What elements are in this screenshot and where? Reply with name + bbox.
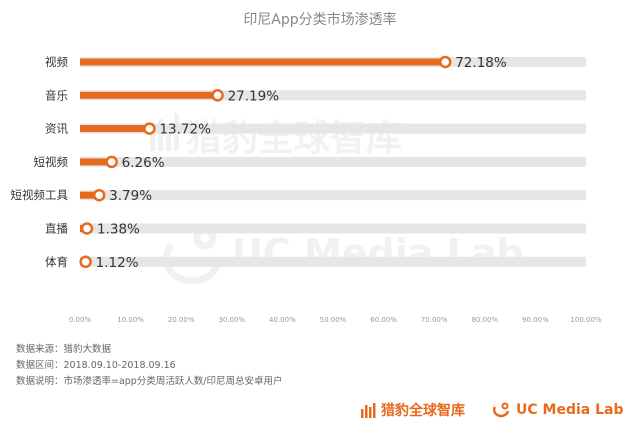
bar-end-marker — [80, 222, 94, 235]
data-label: 3.79% — [109, 188, 152, 204]
category-label: 体育 — [45, 255, 68, 269]
x-tick-label: 60.00% — [370, 316, 397, 324]
data-label: 13.72% — [159, 122, 211, 138]
category-label: 直播 — [45, 222, 68, 236]
bar-track — [80, 256, 586, 267]
bar-end-marker — [79, 255, 92, 269]
bar — [80, 191, 100, 199]
x-tick-label: 20.00% — [168, 316, 195, 324]
chart: 印尼App分类市场渗透率 猎豹全球智库 UC Media Lab 视频 72.18… — [11, 11, 602, 324]
data-label: 1.38% — [97, 222, 140, 238]
bar — [80, 125, 150, 133]
category-label: 音乐 — [45, 88, 68, 102]
footnotes: 数据来源：猎豹大数据 数据区间：2018.09.10-2018.09.16 数据… — [16, 342, 283, 390]
watermark-uc-text: UC Media Lab — [232, 231, 524, 275]
data-label: 72.18% — [455, 55, 507, 71]
footer-brand-cheetah: 猎豹全球智库 — [360, 400, 465, 420]
bar-end-marker — [92, 188, 106, 202]
uc-logo-icon — [162, 226, 222, 285]
data-label: 6.26% — [122, 155, 165, 171]
bar — [80, 91, 218, 99]
bar-track — [80, 156, 586, 167]
bar-end-marker — [143, 122, 156, 135]
uc-logo-icon — [493, 402, 510, 418]
category-label: 短视频 — [34, 155, 69, 169]
footer-brand-uc-text: UC Media Lab — [516, 402, 624, 418]
x-axis: 0.00% 10.00% 20.00% 30.00% 40.00% 50.00% 60.00… — [69, 316, 602, 324]
bar-track — [80, 90, 586, 101]
chart-title: 印尼App分类市场渗透率 — [243, 11, 396, 28]
category-label: 资讯 — [45, 122, 68, 136]
category-label: 短视频工具 — [11, 188, 69, 202]
cheetah-logo-icon — [361, 403, 376, 418]
x-tick-label: 70.00% — [421, 316, 448, 324]
x-tick-label: 0.00% — [69, 316, 92, 324]
footnote-source: 数据来源：猎豹大数据 — [16, 344, 112, 355]
data-label: 1.12% — [96, 255, 139, 271]
bar — [80, 158, 112, 166]
bar — [80, 58, 446, 66]
x-tick-label: 40.00% — [269, 316, 296, 324]
category-label: 视频 — [45, 55, 68, 69]
watermark-uc: UC Media Lab — [162, 226, 524, 285]
x-tick-label: 30.00% — [218, 316, 245, 324]
bar-end-marker — [211, 89, 224, 102]
x-tick-label: 80.00% — [471, 316, 498, 324]
footer-brand-cheetah-text: 猎豹全球智库 — [381, 403, 465, 419]
x-tick-label: 90.00% — [522, 316, 549, 324]
footnote-definition: 数据说明：市场渗透率=app分类周活跃人数/印尼周总安卓用户 — [16, 376, 283, 387]
footer-logos: 猎豹全球智库 UC Media Lab — [360, 398, 623, 422]
bars: 视频 72.18% 音乐 27.19% 资讯 13.72% 短视频 6.26% 短视频工具 3.7… — [11, 55, 586, 271]
x-tick-label: 50.00% — [320, 316, 347, 324]
bar-track — [80, 223, 586, 234]
bar-end-marker — [438, 55, 452, 69]
bar-track — [80, 190, 586, 201]
watermark-cheetah-text: 猎豹全球智库 — [186, 117, 402, 159]
footnote-range: 数据区间：2018.09.10-2018.09.16 — [16, 360, 176, 371]
data-label: 27.19% — [228, 88, 280, 104]
x-tick-label: 10.00% — [117, 316, 144, 324]
footer-brand-uc: UC Media Lab — [493, 402, 623, 418]
bar-end-marker — [105, 155, 118, 169]
x-tick-label: 100.00% — [570, 316, 601, 324]
bar-track — [80, 123, 586, 134]
